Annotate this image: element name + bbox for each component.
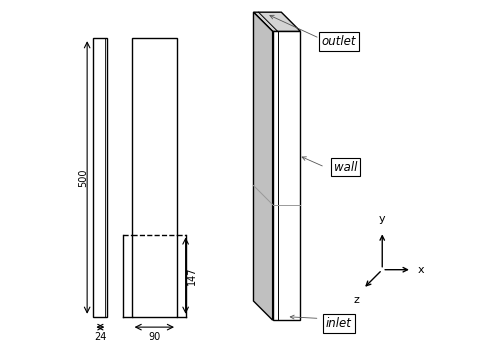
Text: 24: 24 (94, 332, 106, 342)
Bar (132, 38, 177, 317)
Polygon shape (254, 12, 300, 31)
Text: y: y (379, 214, 386, 224)
Polygon shape (254, 12, 272, 320)
Text: inlet: inlet (326, 317, 351, 330)
Text: 147: 147 (187, 266, 197, 285)
Text: x: x (418, 265, 424, 275)
Polygon shape (272, 31, 300, 320)
Text: 500: 500 (78, 168, 88, 187)
Text: outlet: outlet (322, 35, 356, 48)
Text: z: z (354, 295, 360, 305)
Text: wall: wall (334, 160, 357, 174)
Bar (94, 38, 108, 317)
Text: 90: 90 (148, 332, 160, 342)
